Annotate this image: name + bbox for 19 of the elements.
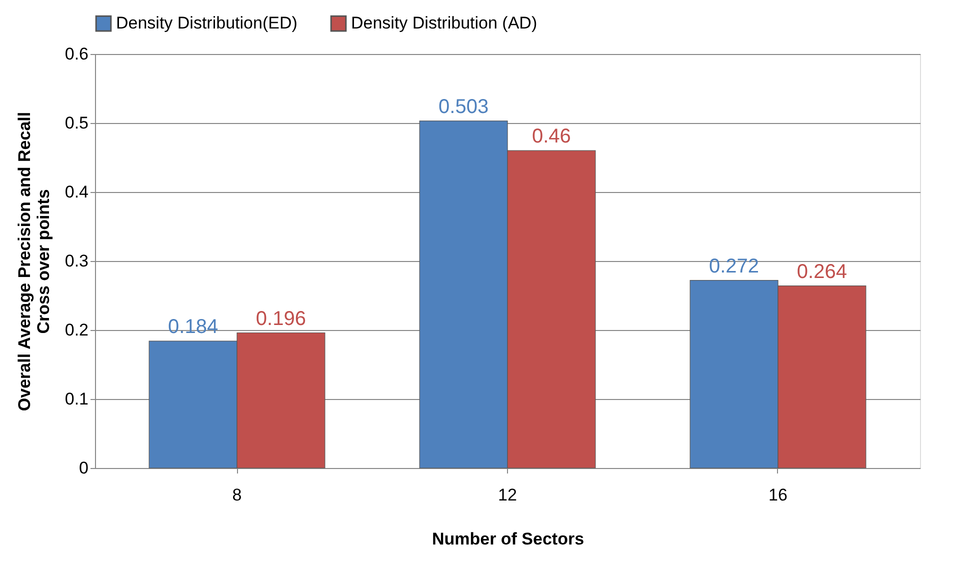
y-tick-label: 0.4	[64, 182, 88, 202]
x-tick-label: 12	[498, 486, 517, 504]
data-label: 0.503	[438, 96, 489, 118]
y-tick-label: 0.3	[64, 252, 88, 270]
legend-label: Density Distribution (AD)	[351, 14, 538, 33]
y-tick-label: 0	[79, 458, 88, 478]
data-label: 0.46	[532, 126, 571, 148]
data-label: 0.272	[709, 255, 760, 278]
data-label: 0.196	[256, 308, 306, 330]
data-label: 0.264	[796, 260, 847, 283]
y-tick-label: 0.5	[64, 114, 88, 132]
y-axis-title: Overall Average Precision and Recall Cross over points	[14, 112, 53, 412]
y-tick-label: 0.2	[64, 320, 88, 340]
y-tick-label: 0.6	[64, 44, 88, 64]
x-tick-label: 16	[768, 486, 788, 504]
legend-label: Density Distribution(ED)	[116, 14, 298, 33]
x-tick-label: 8	[232, 486, 242, 504]
x-axis-title: Number of Sectors	[432, 530, 584, 548]
y-tick-label: 0.1	[64, 390, 88, 408]
